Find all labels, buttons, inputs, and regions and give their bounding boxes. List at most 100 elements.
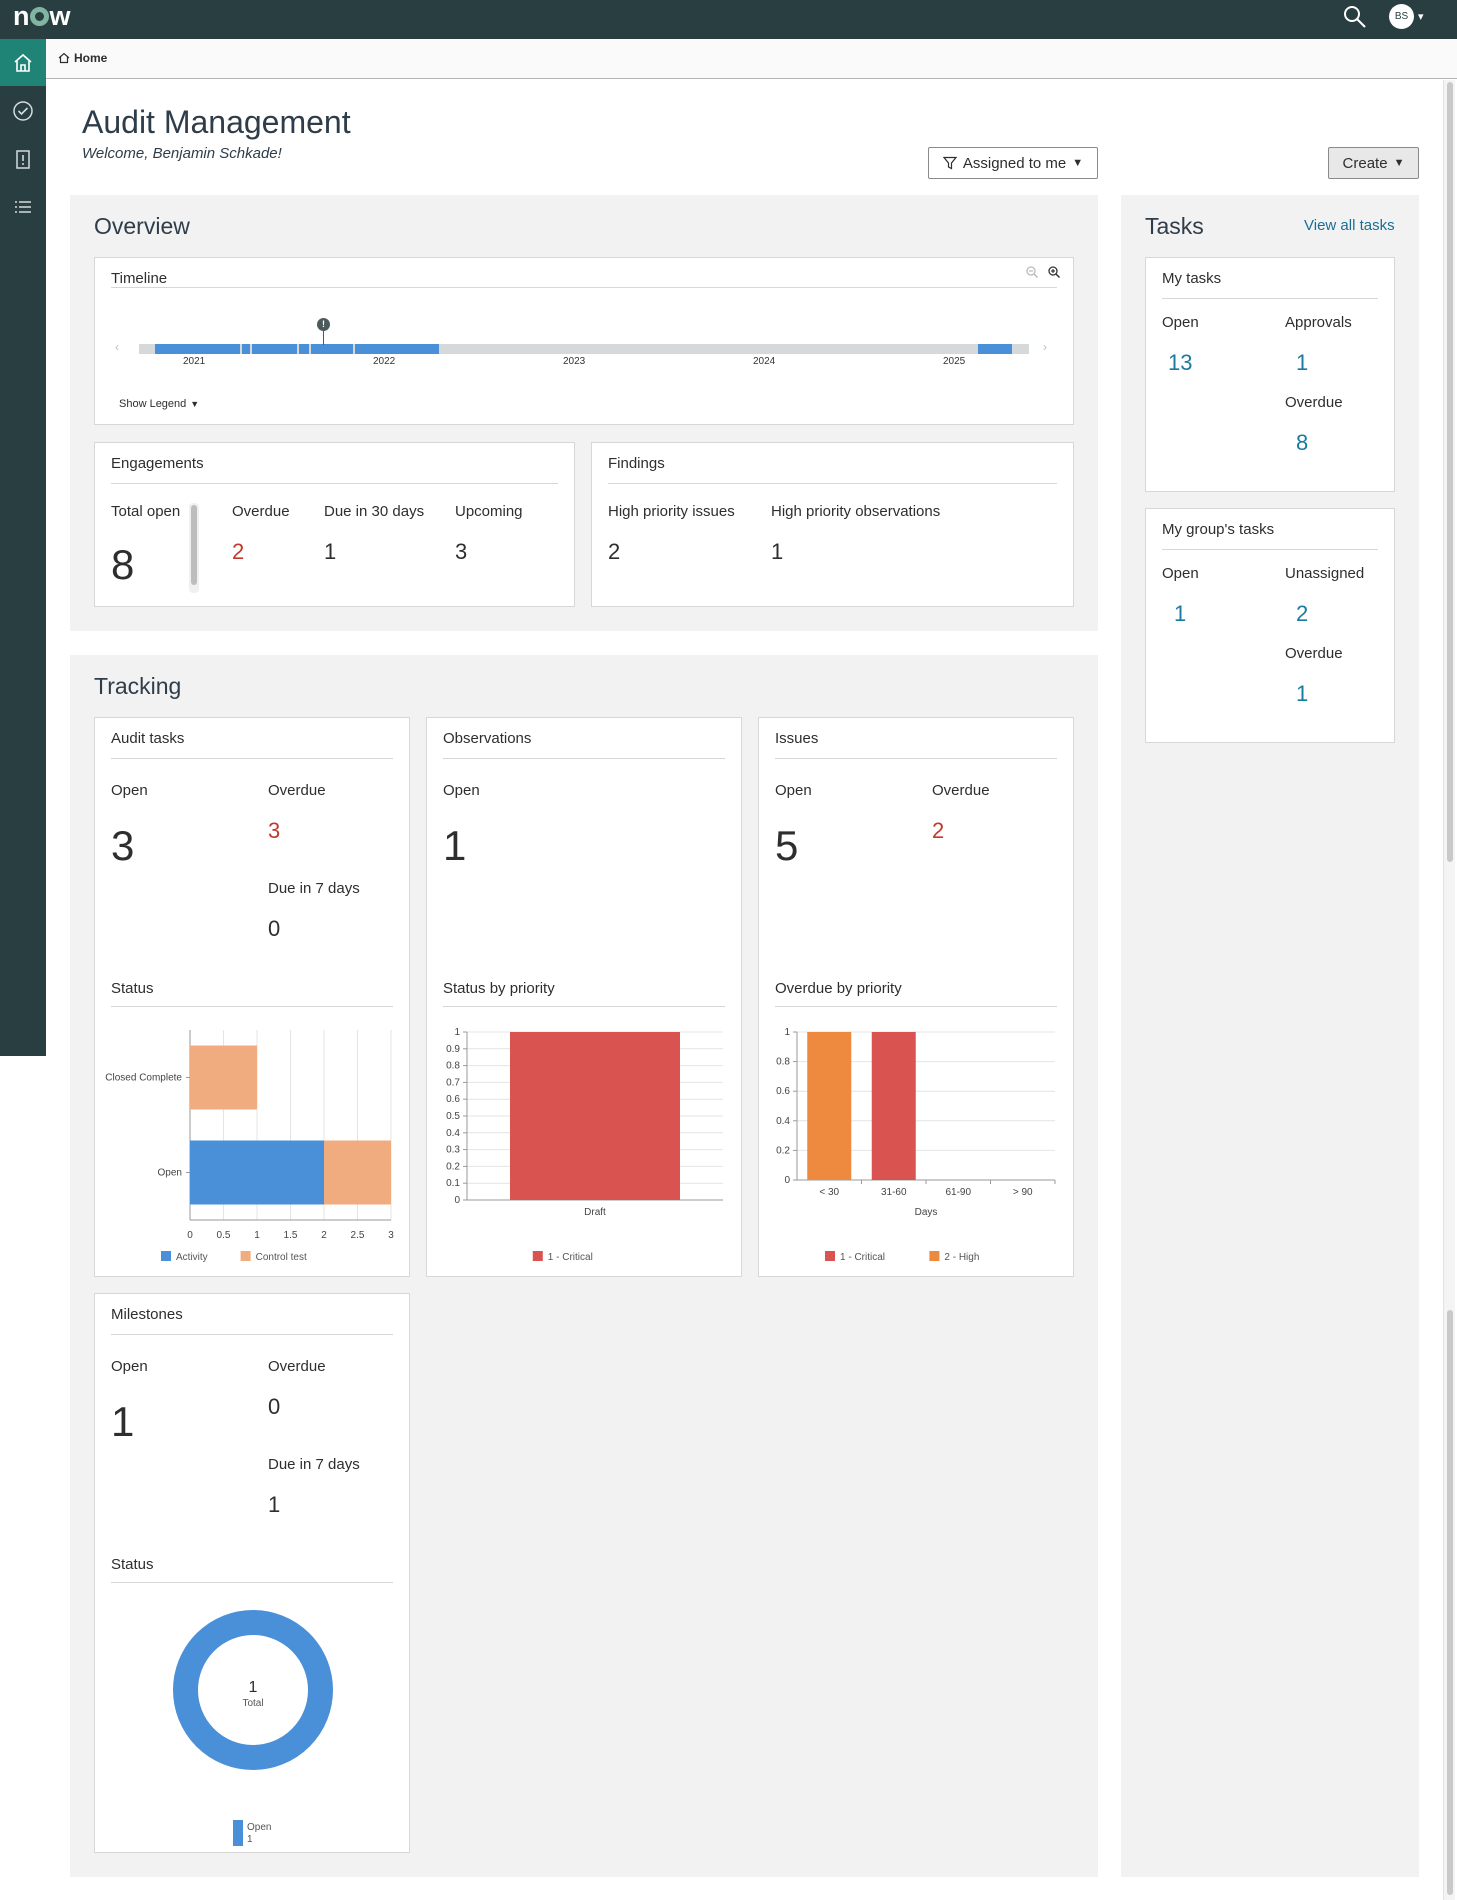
open-value[interactable]: 1 bbox=[1174, 601, 1187, 626]
timeline-segment[interactable] bbox=[155, 344, 240, 354]
breadcrumb[interactable]: Home bbox=[58, 51, 107, 65]
bar[interactable] bbox=[190, 1140, 324, 1205]
card-divider bbox=[443, 1006, 725, 1007]
timeline-segment[interactable] bbox=[978, 344, 1012, 354]
upcoming-value[interactable]: 3 bbox=[455, 539, 468, 564]
due-30-value[interactable]: 1 bbox=[324, 539, 337, 564]
chevron-down-icon: ▼ bbox=[1393, 157, 1405, 169]
scrollbar[interactable] bbox=[1443, 80, 1455, 1900]
bar[interactable] bbox=[807, 1032, 852, 1180]
y-tick-label: 1 bbox=[784, 1027, 790, 1038]
scrollbar-thumb-secondary[interactable] bbox=[1447, 1310, 1453, 1895]
audit-status-chart[interactable]: 0 0.5 1 1.5 2 2.5 3 Closed Complete Open Activity… bbox=[95, 1010, 411, 1276]
view-all-tasks-link[interactable]: View all tasks bbox=[1304, 217, 1395, 234]
tracking-panel: Tracking Audit tasks Open 3 Overdue 3 Du… bbox=[70, 655, 1098, 1877]
create-button[interactable]: Create ▼ bbox=[1328, 147, 1419, 179]
timeline-next-icon[interactable]: › bbox=[1043, 340, 1047, 354]
timeline-segment[interactable] bbox=[252, 344, 297, 354]
total-open-value[interactable]: 8 bbox=[111, 541, 135, 588]
due-7-value[interactable]: 0 bbox=[268, 916, 281, 941]
approvals-value[interactable]: 1 bbox=[1296, 350, 1309, 375]
legend-label: Activity bbox=[176, 1252, 208, 1263]
issues-card[interactable]: Issues Open 5 Overdue 2 Overdue by prior… bbox=[758, 717, 1074, 1277]
nav-home-button[interactable] bbox=[0, 39, 46, 86]
scrollbar-thumb[interactable] bbox=[1447, 82, 1453, 862]
donut-slice[interactable] bbox=[173, 1610, 333, 1770]
timeline-segment[interactable] bbox=[299, 344, 309, 354]
y-tick-label: 0.3 bbox=[446, 1145, 460, 1156]
bar[interactable] bbox=[190, 1045, 257, 1110]
x-tick-label: 3 bbox=[388, 1230, 394, 1241]
hp-observations-value[interactable]: 1 bbox=[771, 539, 784, 564]
show-legend-label: Show Legend bbox=[119, 398, 187, 410]
timeline-segment[interactable] bbox=[242, 344, 250, 354]
bar[interactable] bbox=[871, 1032, 916, 1180]
timeline-marker-icon[interactable]: ! bbox=[317, 318, 330, 331]
findings-card[interactable]: Findings High priority issues 2 High pri… bbox=[591, 442, 1074, 607]
bar[interactable] bbox=[324, 1140, 391, 1205]
engagements-scrollbar[interactable] bbox=[189, 503, 199, 593]
welcome-message: Welcome, Benjamin Schkade! bbox=[82, 145, 282, 162]
timeline-segment[interactable] bbox=[311, 344, 353, 354]
engagements-card[interactable]: Engagements Total open 8 Overdue 2 Due i… bbox=[94, 442, 575, 607]
avatar[interactable]: BS bbox=[1389, 4, 1414, 29]
nav-audit-button[interactable] bbox=[0, 135, 46, 182]
observations-priority-chart[interactable]: 0 0.1 0.2 0.3 0.4 0.5 0.6 0.7 0.8 0.9 1 Draft 1 - Cr… bbox=[427, 1010, 743, 1276]
legend-label: 2 - High bbox=[944, 1252, 979, 1263]
observations-card[interactable]: Observations Open 1 Status by priority 0… bbox=[426, 717, 742, 1277]
page-title: Audit Management bbox=[82, 104, 351, 140]
group-tasks-card: My group's tasks Open 1 Unassigned 2 Ove… bbox=[1145, 508, 1395, 743]
assigned-filter-button[interactable]: Assigned to me ▼ bbox=[928, 147, 1098, 179]
open-value[interactable]: 5 bbox=[775, 822, 799, 869]
legend-swatch[interactable] bbox=[240, 1251, 251, 1261]
unassigned-value[interactable]: 2 bbox=[1296, 601, 1309, 626]
overdue-value[interactable]: 0 bbox=[268, 1394, 281, 1419]
left-nav bbox=[0, 39, 46, 1056]
timeline-prev-icon[interactable]: ‹ bbox=[115, 340, 119, 354]
zoom-in-icon[interactable] bbox=[1047, 265, 1061, 279]
legend-swatch[interactable] bbox=[929, 1251, 940, 1261]
zoom-out-icon[interactable] bbox=[1025, 265, 1039, 279]
legend-swatch[interactable] bbox=[825, 1251, 835, 1261]
overdue-value[interactable]: 3 bbox=[268, 818, 281, 843]
open-value[interactable]: 13 bbox=[1168, 350, 1193, 375]
legend-swatch[interactable] bbox=[233, 1820, 243, 1846]
tracking-title: Tracking bbox=[94, 673, 182, 699]
timeline-segment[interactable] bbox=[355, 344, 439, 354]
milestones-card[interactable]: Milestones Open 1 Overdue 0 Due in 7 day… bbox=[94, 1293, 410, 1853]
x-tick-label: 1.5 bbox=[284, 1230, 298, 1241]
nav-list-button[interactable] bbox=[0, 183, 46, 230]
audit-tasks-card[interactable]: Audit tasks Open 3 Overdue 3 Due in 7 da… bbox=[94, 717, 410, 1277]
chevron-down-icon: ▼ bbox=[1072, 157, 1084, 169]
open-value[interactable]: 3 bbox=[111, 822, 135, 869]
open-value[interactable]: 1 bbox=[443, 822, 467, 869]
timeline-year: 2025 bbox=[943, 356, 966, 367]
hp-issues-value[interactable]: 2 bbox=[608, 539, 621, 564]
legend-swatch[interactable] bbox=[532, 1251, 543, 1261]
legend-swatch[interactable] bbox=[161, 1251, 171, 1261]
open-label: Open bbox=[1162, 314, 1199, 331]
bar[interactable] bbox=[510, 1032, 680, 1200]
card-divider bbox=[111, 758, 393, 759]
filter-icon bbox=[942, 156, 957, 170]
chevron-down-icon[interactable]: ▾ bbox=[1418, 11, 1424, 23]
overdue-value[interactable]: 1 bbox=[1296, 681, 1309, 706]
due-7-value[interactable]: 1 bbox=[268, 1492, 281, 1517]
my-tasks-card: My tasks Open 13 Approvals 1 Overdue 8 bbox=[1145, 257, 1395, 492]
search-icon[interactable] bbox=[1342, 4, 1368, 30]
issues-overdue-chart[interactable]: 0 0.2 0.4 0.6 0.8 1 < 30 31-60 61-90 > 90 Days 1 - … bbox=[759, 1010, 1075, 1276]
overdue-value[interactable]: 8 bbox=[1296, 430, 1309, 455]
breadcrumb-home[interactable]: Home bbox=[74, 51, 108, 65]
nav-tasks-button[interactable] bbox=[0, 87, 46, 134]
scrollbar-thumb[interactable] bbox=[191, 505, 197, 585]
timeline-year: 2022 bbox=[373, 356, 396, 367]
timeline-track[interactable] bbox=[139, 344, 1029, 354]
y-tick-label: 0.8 bbox=[446, 1061, 460, 1072]
overdue-value[interactable]: 2 bbox=[232, 539, 245, 564]
open-value[interactable]: 1 bbox=[111, 1398, 135, 1445]
overdue-value[interactable]: 2 bbox=[932, 818, 945, 843]
show-legend-toggle[interactable]: Show Legend ▼ bbox=[119, 398, 199, 410]
home-icon bbox=[14, 53, 32, 72]
